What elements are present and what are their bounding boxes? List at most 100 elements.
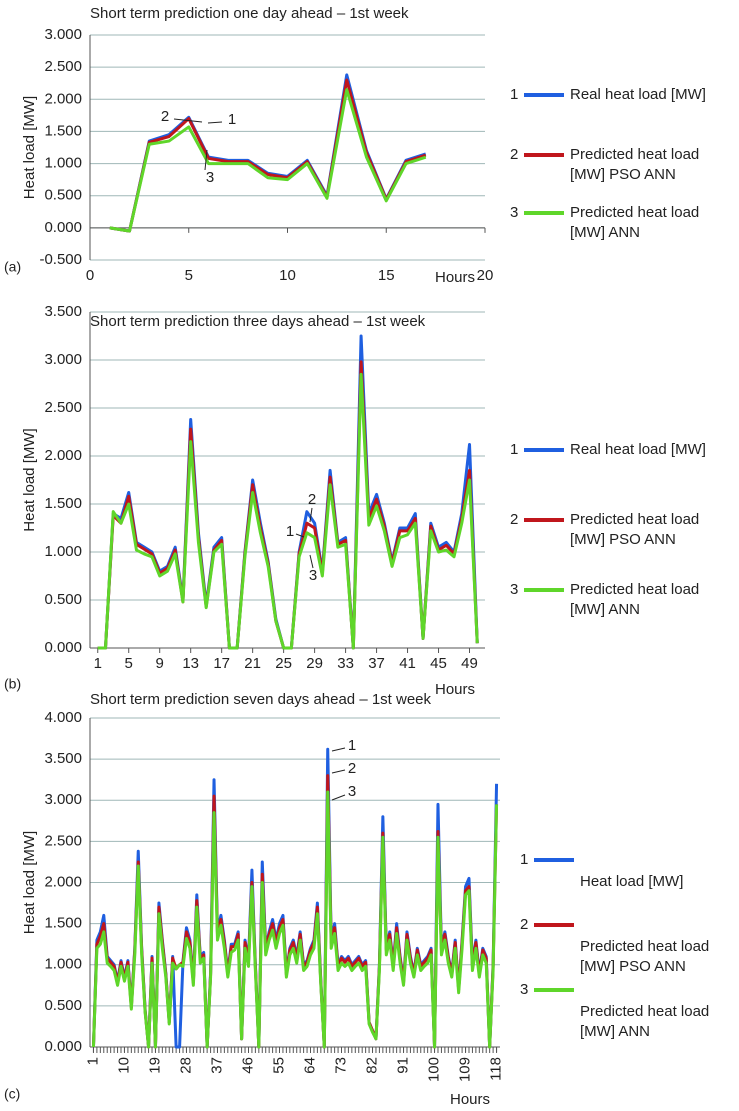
chart-title: Short term prediction seven days ahead –…	[90, 691, 432, 708]
x-tick-label: 5	[185, 267, 193, 284]
legend-number: 1	[520, 851, 528, 868]
y-tick-label: 0.000	[44, 219, 82, 236]
annotation-leader	[204, 149, 208, 171]
y-tick-label: 1.500	[44, 122, 82, 139]
annotation: 1	[286, 523, 294, 540]
legend-label: Real heat load [MW]	[570, 86, 706, 103]
legend-label: Predicted heat load [MW] ANN	[580, 1003, 710, 1040]
legend-number: 2	[510, 146, 518, 163]
x-tick-label: 13	[182, 655, 199, 672]
y-tick-label: 1.000	[44, 155, 82, 172]
y-tick-label: 0.000	[44, 1038, 82, 1055]
x-tick-label: 20	[477, 267, 494, 284]
series-line	[109, 88, 427, 233]
annotation: 1	[348, 737, 356, 754]
y-tick-label: 0.000	[44, 639, 82, 656]
legend-number: 3	[520, 981, 528, 998]
y-tick-label: 1.500	[44, 495, 82, 512]
legend-number: 1	[510, 441, 518, 458]
y-tick-label: 3.000	[44, 26, 82, 43]
y-tick-label: 1.500	[44, 915, 82, 932]
y-axis-label: Heat load [MW]	[21, 96, 38, 199]
x-tick-label: 49	[461, 655, 478, 672]
x-tick-label: 17	[213, 655, 230, 672]
x-tick-label: 82	[363, 1057, 380, 1074]
x-tick-label: 10	[279, 267, 296, 284]
x-tick-label: 37	[208, 1057, 225, 1074]
x-tick-label: 5	[125, 655, 133, 672]
chart-title: Short term prediction one day ahead – 1s…	[90, 5, 409, 22]
x-tick-label: 41	[399, 655, 416, 672]
x-tick-label: 9	[156, 655, 164, 672]
x-tick-label: 21	[244, 655, 261, 672]
x-tick-label: 46	[239, 1057, 256, 1074]
x-tick-label: 64	[301, 1057, 318, 1074]
panel-label: (a)	[4, 259, 21, 275]
x-tick-label: 33	[337, 655, 354, 672]
legend-label: Predicted heat load [MW] PSO ANN	[570, 146, 700, 183]
y-tick-label: 4.000	[44, 709, 82, 726]
y-tick-label: 2.500	[44, 58, 82, 75]
y-tick-label: 0.500	[44, 591, 82, 608]
annotation-leader	[331, 747, 346, 752]
x-axis-label: Hours	[435, 269, 475, 286]
series-line	[91, 790, 499, 1049]
annotation: 2	[348, 760, 356, 777]
legend-label: Predicted heat load [MW] ANN	[570, 204, 700, 241]
x-tick-label: 1	[94, 655, 102, 672]
annotation-leader	[207, 121, 223, 124]
series-line	[109, 78, 427, 233]
x-tick-label: 109	[457, 1057, 474, 1082]
x-tick-label: 19	[146, 1057, 163, 1074]
annotation-leader	[173, 118, 203, 123]
legend-number: 3	[510, 204, 518, 221]
chart-title: Short term prediction three days ahead –…	[90, 313, 426, 330]
y-tick-label: 2.500	[44, 832, 82, 849]
legend-label: Predicted heat load [MW] PSO ANN	[570, 511, 700, 548]
x-axis-label: Hours	[450, 1091, 490, 1108]
legend-number: 2	[510, 511, 518, 528]
annotation: 3	[309, 567, 317, 584]
x-tick-label: 1	[84, 1057, 101, 1065]
legend-number: 2	[520, 916, 528, 933]
annotation: 3	[348, 783, 356, 800]
y-tick-label: 0.500	[44, 187, 82, 204]
y-tick-label: 3.000	[44, 351, 82, 368]
y-tick-label: 3.500	[44, 750, 82, 767]
series-line	[109, 73, 427, 233]
y-tick-label: -0.500	[39, 251, 82, 268]
legend-label: Predicted heat load [MW] PSO ANN	[580, 938, 710, 975]
annotation: 3	[206, 169, 214, 186]
y-tick-label: 1.000	[44, 543, 82, 560]
x-tick-label: 25	[275, 655, 292, 672]
annotation: 2	[308, 491, 316, 508]
annotation-leader	[331, 769, 346, 774]
x-tick-label: 55	[270, 1057, 287, 1074]
annotation: 2	[161, 108, 169, 125]
annotation-leader	[331, 794, 346, 801]
x-tick-label: 73	[332, 1057, 349, 1074]
x-tick-label: 0	[86, 267, 94, 284]
y-tick-label: 0.500	[44, 997, 82, 1014]
y-tick-label: 1.000	[44, 956, 82, 973]
x-tick-label: 10	[115, 1057, 132, 1074]
y-tick-label: 2.500	[44, 399, 82, 416]
y-axis-label: Heat load [MW]	[21, 428, 38, 531]
legend-label: Real heat load [MW]	[570, 441, 706, 458]
x-tick-label: 91	[394, 1057, 411, 1074]
legend-number: 3	[510, 581, 518, 598]
y-tick-label: 2.000	[44, 447, 82, 464]
annotation-leader	[295, 533, 305, 538]
legend-label: Predicted heat load [MW] ANN	[570, 581, 700, 618]
annotation: 1	[228, 111, 236, 128]
legend-label: Heat load [MW]	[580, 873, 684, 890]
x-tick-label: 29	[306, 655, 323, 672]
annotation-leader	[309, 507, 313, 523]
y-axis-label: Heat load [MW]	[21, 831, 38, 934]
y-tick-label: 2.000	[44, 873, 82, 890]
panel-label: (c)	[4, 1086, 20, 1102]
x-axis-label: Hours	[435, 681, 475, 698]
x-tick-label: 37	[368, 655, 385, 672]
